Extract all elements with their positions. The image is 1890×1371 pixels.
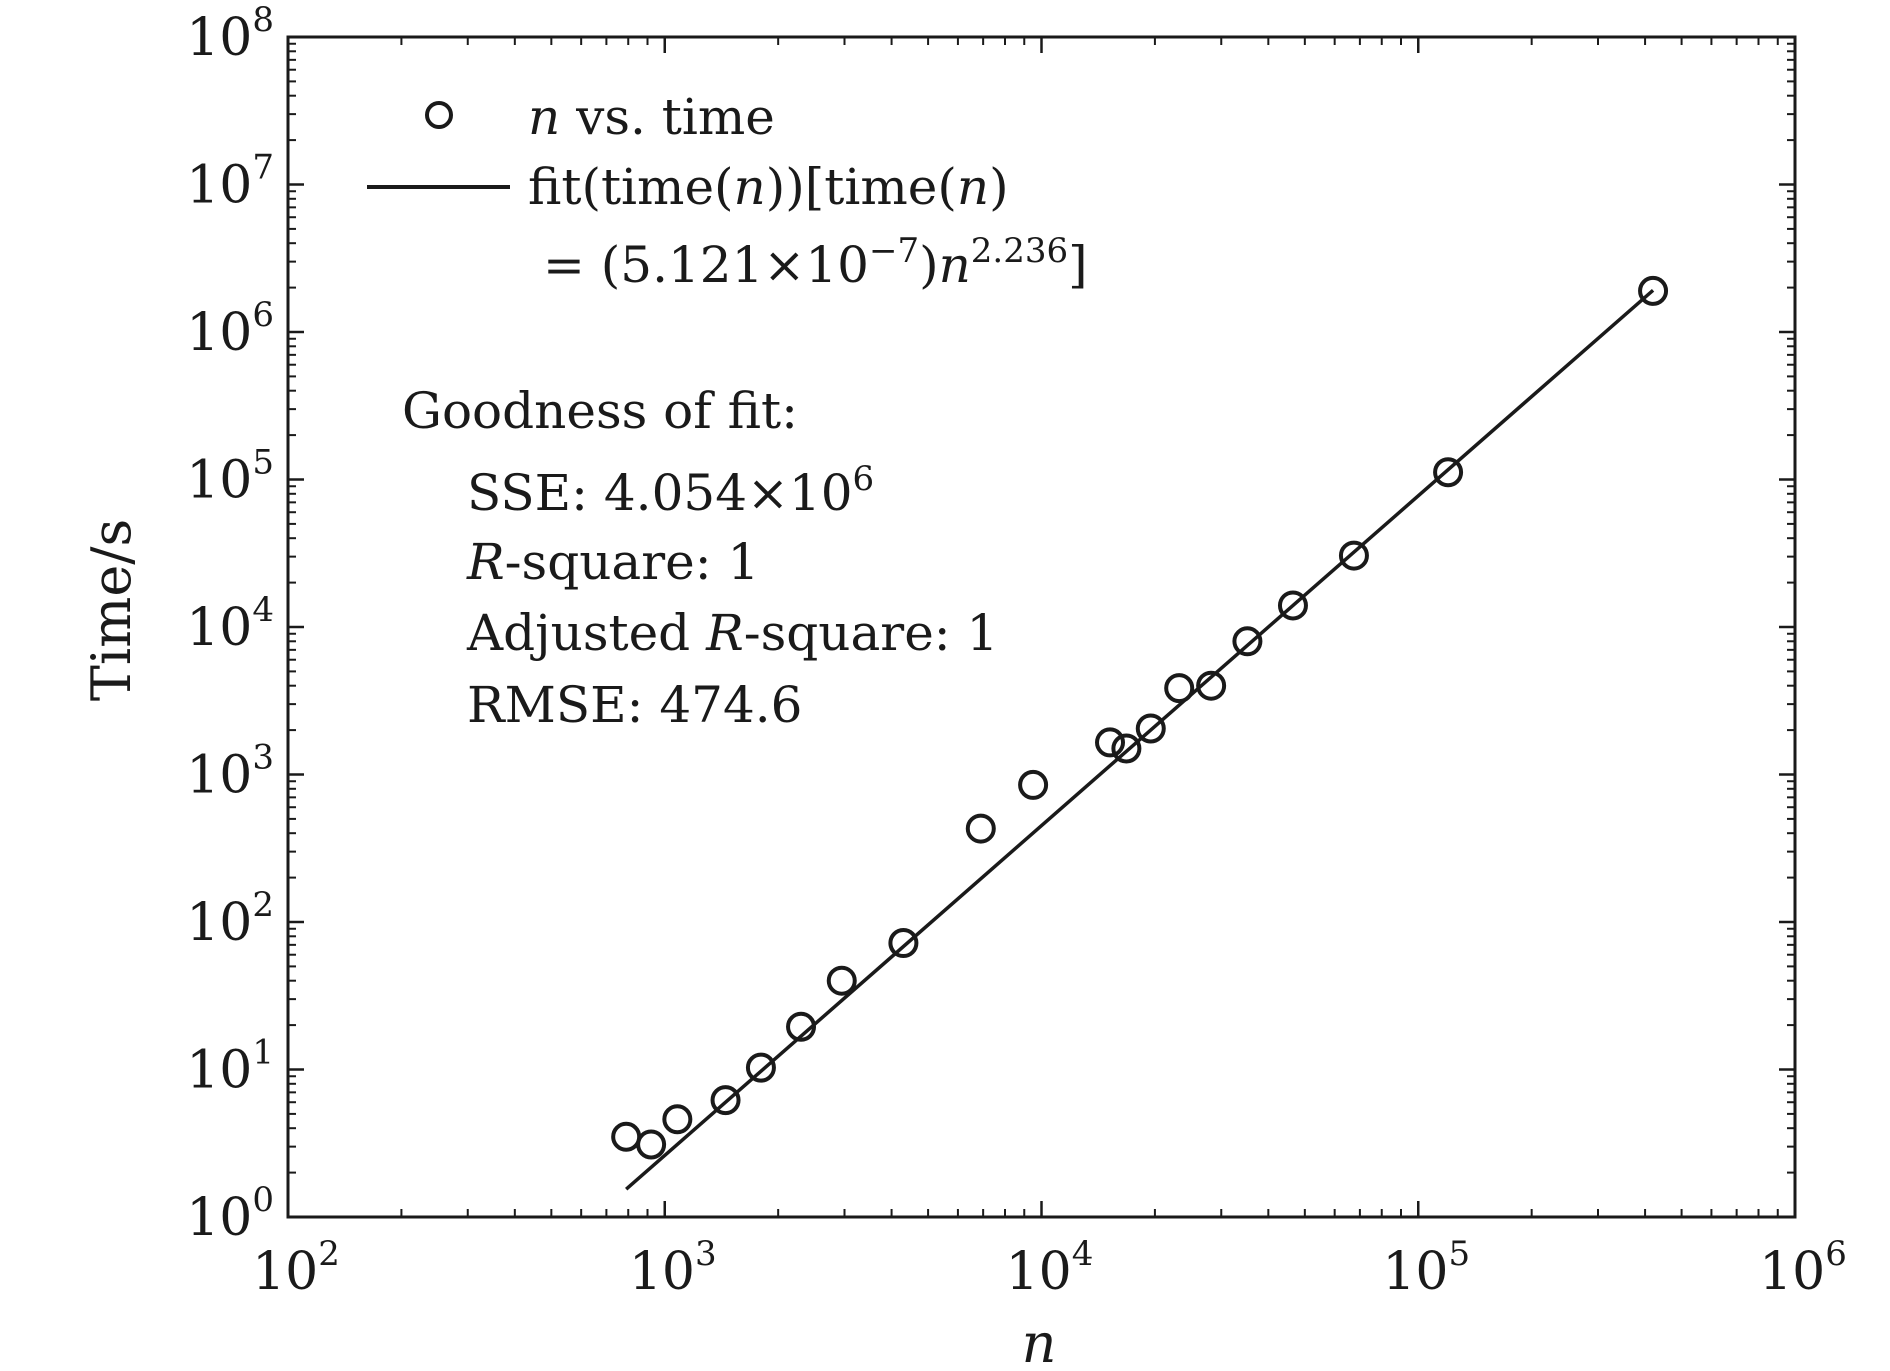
- y-tick-label: 102: [186, 885, 274, 953]
- gof-adjusted-rsquare: Adjusted R-square: 1: [466, 604, 998, 662]
- legend-marker-circle: [425, 101, 453, 129]
- goodness-of-fit-annotation: Goodness of fit: SSE: 4.054×106 R-square…: [402, 382, 998, 734]
- y-tick-label: 108: [186, 0, 274, 68]
- y-axis-label: Time/s: [80, 519, 143, 701]
- y-tick-label: 101: [186, 1033, 274, 1101]
- x-tick-label: 105: [1382, 1234, 1470, 1302]
- data-points: [611, 275, 1669, 1160]
- gof-sse: SSE: 4.054×106: [467, 459, 874, 522]
- data-point: [745, 1052, 776, 1083]
- data-point: [662, 1104, 693, 1135]
- legend-entry-fit-line1: fit(time(n))[time(n): [528, 158, 1009, 216]
- plot-frame: [286, 35, 1797, 1219]
- x-tick-label: 103: [629, 1234, 717, 1302]
- gof-heading: Goodness of fit:: [402, 382, 798, 440]
- data-point: [710, 1085, 741, 1116]
- data-point: [1196, 670, 1227, 701]
- legend-entry-scatter: n vs. time: [528, 88, 775, 146]
- legend: n vs. time fit(time(n))[time(n) = (5.121…: [367, 88, 1088, 294]
- gof-rsquare: R-square: 1: [466, 533, 759, 591]
- x-axis-label: n: [1022, 1312, 1057, 1371]
- x-tick-label: 106: [1759, 1234, 1847, 1302]
- data-point: [1638, 275, 1669, 306]
- data-point: [888, 928, 919, 959]
- y-tick-label: 100: [186, 1180, 274, 1248]
- y-tick-label: 103: [186, 738, 274, 806]
- data-point: [1135, 713, 1166, 744]
- gof-rmse: RMSE: 474.6: [467, 676, 802, 734]
- data-point: [1095, 727, 1126, 758]
- data-point: [826, 965, 857, 996]
- data-point: [1018, 769, 1049, 800]
- y-tick-label: 105: [186, 443, 274, 511]
- y-tick-label: 107: [186, 148, 274, 216]
- data-point: [1277, 590, 1308, 621]
- data-point: [965, 813, 996, 844]
- data-point: [636, 1129, 667, 1160]
- data-point: [1164, 673, 1195, 704]
- y-tick-label: 104: [186, 590, 274, 658]
- tick-labels: 102 103 104 105 106 100 101 102 103 104 105 106 107 1…: [186, 0, 1847, 1302]
- x-tick-label: 104: [1006, 1234, 1094, 1302]
- data-point: [786, 1011, 817, 1042]
- data-point: [1433, 457, 1464, 488]
- x-tick-label: 102: [252, 1234, 340, 1302]
- y-tick-label: 106: [186, 295, 274, 363]
- data-point: [1338, 540, 1369, 571]
- data-point: [1232, 626, 1263, 657]
- data-point: [1111, 733, 1142, 764]
- legend-entry-fit-line2: = (5.121×10−7)n2.236]: [543, 231, 1088, 294]
